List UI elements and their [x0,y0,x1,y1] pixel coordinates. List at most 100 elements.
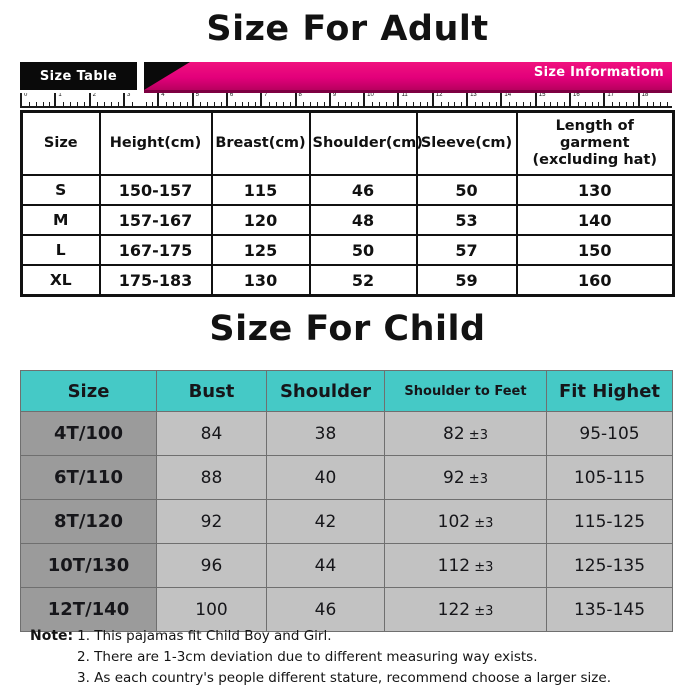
ruler-minor-tick [454,102,456,106]
ruler-tick-label: 8 [298,93,302,98]
ruler-tick-label: 1 [58,93,62,98]
note-line-1: Note: 1. This pajamas fit Child Boy and G… [30,626,680,647]
table-row: L 167-175 125 50 57 150 [20,234,675,266]
ruler-tick-label: 12 [435,93,443,98]
child-cell-size: 12T/140 [20,587,157,632]
ruler-minor-tick [495,102,497,106]
ruler-tick: 15 [534,93,571,106]
size-information-label: Size Informatiom [533,65,664,80]
adult-cell-breast: 130 [210,264,311,297]
child-col-bust: Bust [156,370,267,412]
child-cell-shoulder: 44 [266,543,385,588]
adult-col-size: Size [20,110,101,176]
ruler-tick: 6 [225,93,262,106]
ruler-minor-tick [522,102,524,106]
child-cell-bust: 96 [156,543,267,588]
adult-cell-shoulder: 50 [308,234,418,266]
ruler-minor-tick [619,102,621,106]
adult-cell-height: 175-183 [98,264,213,297]
child-cell-value: 92 [443,467,465,488]
child-cell-fit-height: 95-105 [546,411,673,456]
adult-cell-size: S [20,174,101,206]
adult-col-length-line2: (excluding hat) [532,152,657,168]
ruler-minor-tick [516,102,518,106]
table-row: 10T/130 96 44 112 ±3 125-135 [20,543,673,588]
adult-cell-shoulder: 48 [308,204,418,236]
size-information-bar: Size Informatiom [144,62,672,90]
ruler-tick: 5 [191,93,228,106]
ruler-minor-tick [323,102,325,106]
banner-notch-shape [144,62,190,90]
ruler-tick: 11 [397,93,433,106]
child-cell-bust: 92 [156,499,267,544]
ruler-minor-tick [179,102,181,106]
ruler-minor-tick [358,102,360,106]
child-cell-fit-height: 135-145 [546,587,673,632]
ruler-minor-tick [413,102,415,106]
child-cell-deviation: ±3 [464,427,488,443]
ruler-minor-tick [612,102,614,106]
ruler-tick: 9 [328,93,365,106]
ruler-tick-label: 18 [641,93,649,98]
ruler-minor-tick [63,102,65,106]
ruler-minor-tick [221,102,223,106]
note-label: Note: [30,628,74,644]
note-line-3: 3. As each country's people different st… [30,668,680,689]
ruler-minor-tick [275,102,277,106]
banner-bars: Size Table Size Informatiom [20,62,672,93]
ruler-minor-tick [584,102,586,106]
ruler-tick: 10 [363,93,399,106]
ruler-gap [138,93,144,106]
child-table-body: 4T/100 84 38 82 ±3 95-105 6T/110 88 40 92 ±3 105-… [20,411,673,632]
ruler-tick: 8 [294,93,331,106]
adult-col-breast: Breast(cm) [210,110,311,176]
child-cell-shoulder: 42 [266,499,385,544]
adult-table-body: S 150-157 115 46 50 130 M 157-167 120 48 53 140 L 167… [20,174,675,297]
ruler-tick: 16 [569,93,605,106]
adult-cell-size: M [20,204,101,236]
ruler-tick-label: 10 [367,93,374,98]
note-text-1: 1. This pajamas fit Child Boy and Girl. [77,628,332,644]
ruler-tick-label: 13 [470,93,477,98]
ruler-minor-tick [49,102,51,106]
child-cell-value: 102 [437,511,471,532]
ruler-tick-label: 3 [126,93,131,98]
ruler-minor-tick [269,102,271,106]
child-cell-shoulder-to-feet: 112 ±3 [384,543,547,588]
adult-cell-length: 150 [515,234,675,266]
ruler-minor-tick [282,102,284,106]
ruler-minor-tick [28,102,30,106]
ruler-tick: 1 [54,93,90,106]
adult-cell-length: 140 [515,204,675,236]
ruler-minor-tick [145,102,147,106]
child-cell-deviation: ±3 [470,603,494,619]
ruler-minor-tick [461,102,463,106]
ruler-tick-label: 5 [195,93,199,98]
ruler-minor-tick [660,102,662,106]
ruler-minor-tick [426,102,428,106]
ruler-tick-label: 2 [92,93,96,98]
table-row: 4T/100 84 38 82 ±3 95-105 [20,411,673,456]
ruler-minor-tick [111,102,113,106]
ruler-minor-tick [372,102,374,106]
ruler-tick-label: 7 [264,93,268,98]
ruler-minor-tick [625,102,627,106]
adult-cell-breast: 120 [210,204,311,236]
size-table-tab-label: Size Table [39,68,118,84]
ruler-minor-tick [255,102,257,106]
child-cell-size: 10T/130 [20,543,157,588]
ruler-tick-label: 9 [332,93,337,98]
ruler-scale: 0 1 2 3 4 5 6 7 8 9 10 11 12 13 14 15 16 17 18 [20,93,672,108]
size-table-tab: Size Table [20,62,137,90]
child-cell-size: 8T/120 [20,499,157,544]
child-cell-shoulder-to-feet: 102 ±3 [384,499,547,544]
adult-col-sleeve: Sleeve(cm) [415,110,518,176]
ruler-minor-tick [406,102,408,106]
ruler-minor-tick [646,102,648,106]
child-cell-shoulder: 40 [266,455,385,500]
ruler-minor-tick [385,102,387,106]
table-row: 8T/120 92 42 102 ±3 115-125 [20,499,673,544]
adult-cell-sleeve: 59 [415,264,518,297]
table-row: 6T/110 88 40 92 ±3 105-115 [20,455,673,500]
